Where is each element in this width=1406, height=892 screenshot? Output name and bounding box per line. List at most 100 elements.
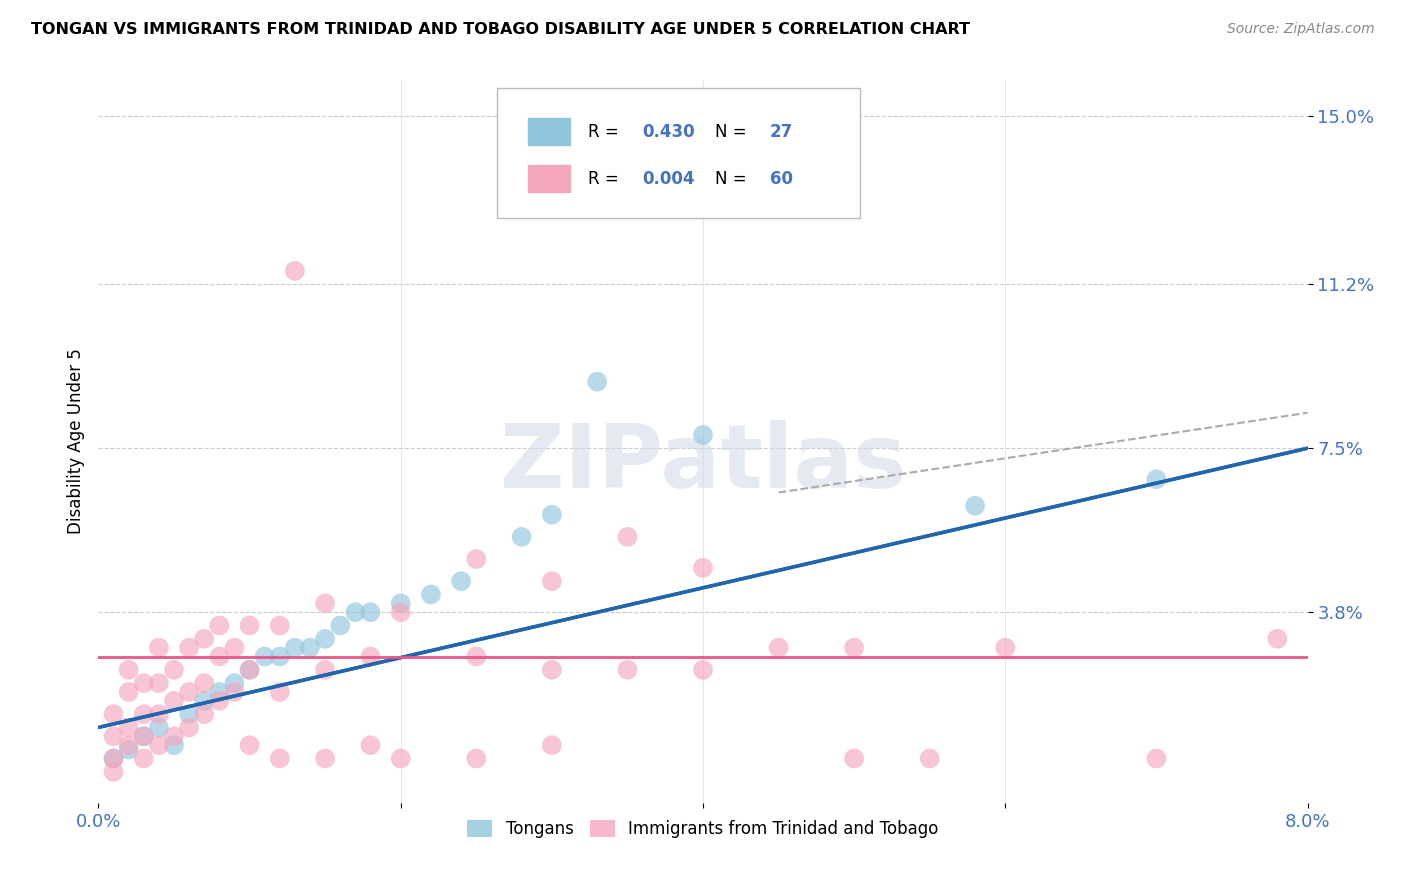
Point — [118, 738, 141, 752]
Point — [269, 685, 291, 699]
Point — [208, 685, 231, 699]
Point — [994, 640, 1017, 655]
Point — [118, 685, 141, 699]
Text: 60: 60 — [769, 169, 793, 187]
Point — [450, 574, 472, 589]
Point — [692, 663, 714, 677]
Point — [540, 574, 562, 589]
Point — [239, 738, 262, 752]
Point — [132, 676, 155, 690]
Point — [510, 530, 533, 544]
Text: R =: R = — [588, 169, 624, 187]
Point — [118, 721, 141, 735]
Point — [132, 729, 155, 743]
Point — [1146, 472, 1168, 486]
Text: ZIPatlas: ZIPatlas — [501, 420, 905, 507]
Bar — [527, 165, 569, 193]
Point — [1146, 751, 1168, 765]
Point — [103, 751, 125, 765]
Point — [389, 596, 412, 610]
Point — [540, 508, 562, 522]
Point — [163, 663, 186, 677]
Point — [148, 707, 170, 722]
Point — [284, 640, 307, 655]
FancyBboxPatch shape — [498, 87, 860, 218]
Point — [224, 640, 246, 655]
Point — [389, 605, 412, 619]
Point — [239, 618, 262, 632]
Point — [540, 738, 562, 752]
Point — [269, 618, 291, 632]
Legend: Tongans, Immigrants from Trinidad and Tobago: Tongans, Immigrants from Trinidad and To… — [461, 814, 945, 845]
Point — [616, 530, 638, 544]
Point — [465, 552, 488, 566]
Point — [329, 618, 352, 632]
Text: R =: R = — [588, 122, 624, 141]
Point — [163, 694, 186, 708]
Point — [299, 640, 322, 655]
Point — [389, 751, 412, 765]
Point — [253, 649, 276, 664]
Point — [103, 729, 125, 743]
Point — [465, 751, 488, 765]
Point — [692, 428, 714, 442]
Point — [768, 640, 790, 655]
Point — [540, 663, 562, 677]
Point — [148, 676, 170, 690]
Text: 0.430: 0.430 — [643, 122, 695, 141]
Point — [420, 587, 443, 601]
Point — [193, 707, 215, 722]
Point — [360, 738, 382, 752]
Text: N =: N = — [716, 169, 752, 187]
Point — [179, 640, 201, 655]
Point — [224, 685, 246, 699]
Point — [616, 663, 638, 677]
Point — [148, 640, 170, 655]
Point — [1267, 632, 1289, 646]
Point — [179, 707, 201, 722]
Point — [208, 649, 231, 664]
Point — [179, 685, 201, 699]
Point — [360, 649, 382, 664]
Point — [118, 663, 141, 677]
Point — [965, 499, 987, 513]
Point — [132, 707, 155, 722]
Point — [239, 663, 262, 677]
Point — [208, 694, 231, 708]
Point — [148, 721, 170, 735]
Point — [163, 738, 186, 752]
Point — [344, 605, 367, 619]
Point — [193, 676, 215, 690]
Point — [314, 632, 336, 646]
Point — [586, 375, 609, 389]
Point — [208, 618, 231, 632]
Text: N =: N = — [716, 122, 752, 141]
Point — [465, 649, 488, 664]
Point — [284, 264, 307, 278]
Point — [918, 751, 941, 765]
Text: 0.004: 0.004 — [643, 169, 695, 187]
Point — [103, 751, 125, 765]
Point — [132, 751, 155, 765]
Text: 27: 27 — [769, 122, 793, 141]
Point — [103, 764, 125, 779]
Text: Source: ZipAtlas.com: Source: ZipAtlas.com — [1227, 22, 1375, 37]
Text: TONGAN VS IMMIGRANTS FROM TRINIDAD AND TOBAGO DISABILITY AGE UNDER 5 CORRELATION: TONGAN VS IMMIGRANTS FROM TRINIDAD AND T… — [31, 22, 970, 37]
Point — [844, 751, 866, 765]
Point — [132, 729, 155, 743]
Point — [163, 729, 186, 743]
Point — [193, 632, 215, 646]
Point — [239, 663, 262, 677]
Point — [269, 751, 291, 765]
Point — [269, 649, 291, 664]
Point — [224, 676, 246, 690]
Point — [179, 721, 201, 735]
Point — [314, 663, 336, 677]
Point — [314, 751, 336, 765]
Y-axis label: Disability Age Under 5: Disability Age Under 5 — [66, 349, 84, 534]
Point — [360, 605, 382, 619]
Point — [844, 640, 866, 655]
Point — [193, 694, 215, 708]
Point — [103, 707, 125, 722]
Point — [314, 596, 336, 610]
